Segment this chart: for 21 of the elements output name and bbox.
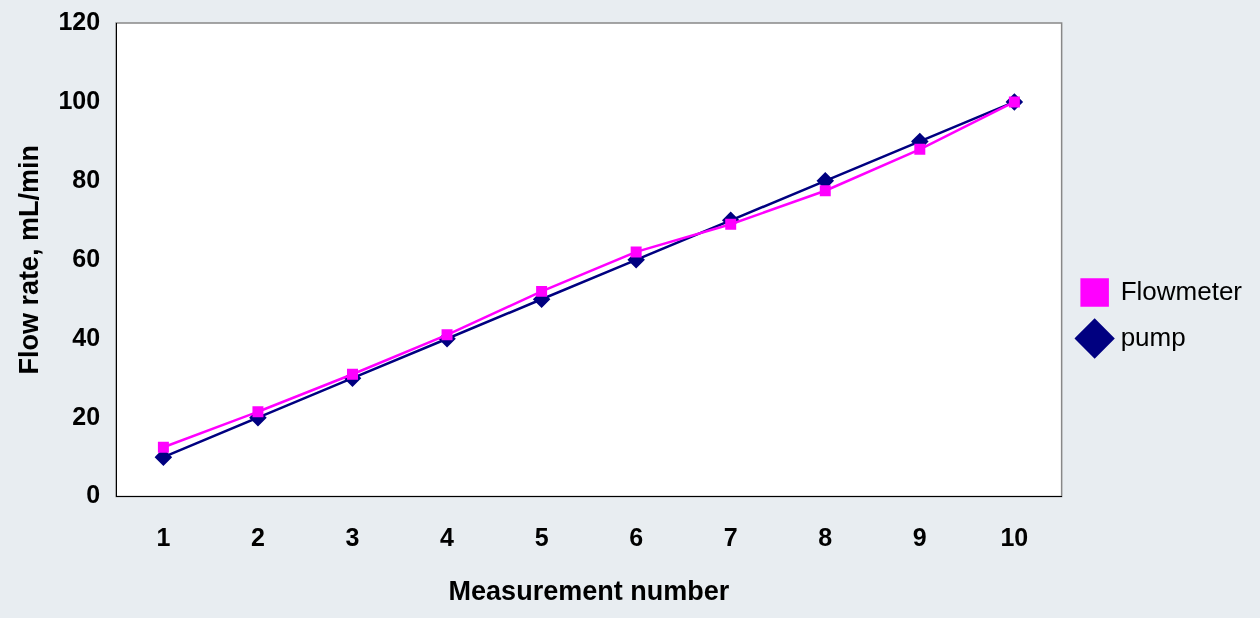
- x-axis-title: Measurement number: [448, 576, 730, 607]
- y-tick-label: 100: [58, 85, 101, 114]
- y-tick-label: 120: [58, 6, 101, 35]
- x-tick-label: 10: [1000, 523, 1029, 552]
- legend-label: pump: [1120, 321, 1186, 352]
- x-tick-label: 5: [534, 523, 549, 552]
- y-tick-label: 60: [72, 243, 101, 272]
- x-tick-label: 2: [250, 523, 265, 552]
- legend-label: Flowmeter: [1120, 275, 1243, 306]
- x-tick-label: 8: [818, 523, 833, 552]
- y-tick-label: 80: [72, 164, 101, 193]
- y-tick-label: 40: [72, 322, 101, 351]
- x-tick-label: 4: [440, 523, 455, 552]
- y-axis-title: Flow rate, mL/min: [13, 145, 44, 375]
- x-tick-label: 9: [912, 523, 927, 552]
- y-tick-label: 0: [86, 480, 101, 509]
- y-tick-label: 20: [72, 401, 101, 430]
- x-tick-label: 6: [629, 523, 644, 552]
- x-tick-label: 1: [156, 523, 171, 552]
- x-tick-label: 7: [723, 523, 738, 552]
- x-tick-label: 3: [345, 523, 360, 552]
